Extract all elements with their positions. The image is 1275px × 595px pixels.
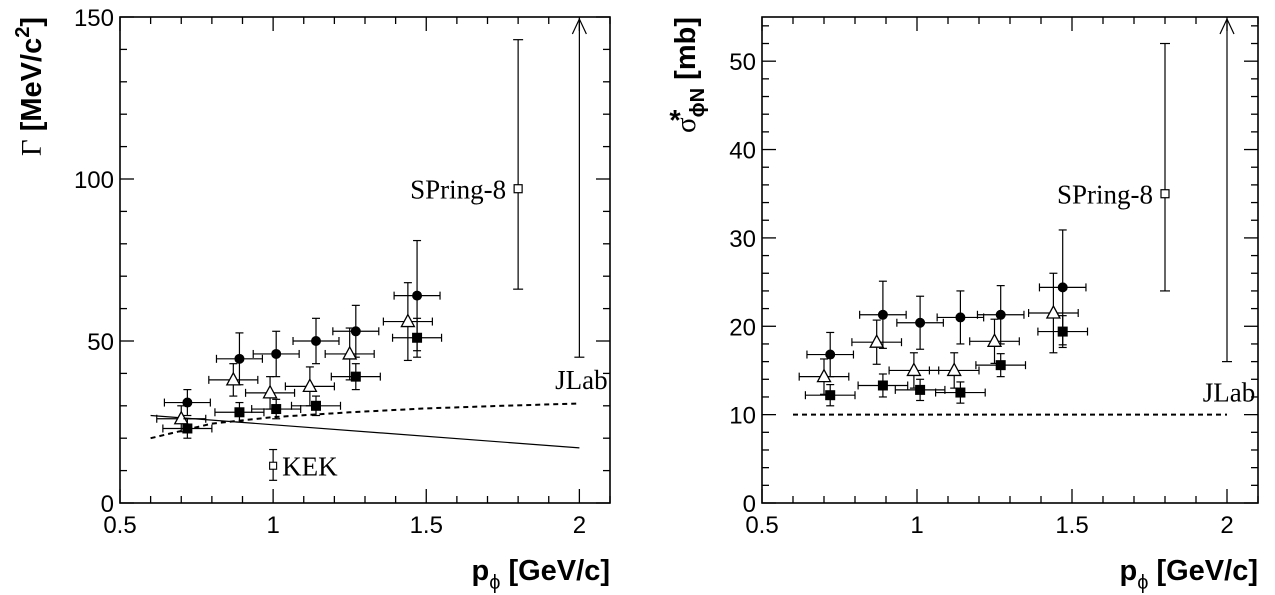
- jlab-label: JLab: [1203, 378, 1255, 408]
- x-axis-title-main: p: [1119, 555, 1137, 587]
- y-axis-title-rest: [MeV/c: [16, 38, 48, 140]
- jlab-arrow-head: [1219, 17, 1235, 35]
- plot-frame: [119, 16, 611, 504]
- square-marker: [412, 332, 423, 343]
- y-tick-label: 150: [74, 5, 114, 32]
- circle-marker: [877, 309, 888, 320]
- triangle-marker: [342, 345, 358, 360]
- y-tick-label: 100: [74, 167, 114, 194]
- triangle-marker: [816, 368, 832, 383]
- y-tick-label: 40: [729, 138, 756, 165]
- square-marker: [271, 404, 282, 415]
- x-axis-title-rest: [GeV/c]: [500, 555, 610, 587]
- y-axis-title-close: ]: [16, 17, 48, 27]
- plot-frame: [761, 16, 1259, 504]
- y-tick-label: 30: [729, 226, 756, 253]
- x-tick-label: 1: [266, 512, 279, 539]
- solid-curve: [150, 414, 580, 449]
- square-marker: [234, 407, 245, 418]
- circle-marker: [350, 326, 361, 337]
- circle-marker: [234, 353, 245, 364]
- x-axis-title: pϕ [GeV/c]: [1119, 555, 1258, 594]
- dashed-curve: [150, 402, 580, 440]
- y-axis-title-star: *: [669, 105, 681, 137]
- square-marker: [825, 390, 836, 401]
- y-axis-title: σϕN [mb]: [670, 17, 709, 133]
- x-axis-title: pϕ [GeV/c]: [471, 555, 610, 594]
- y-axis-title-main: σ: [670, 117, 702, 133]
- x-tick-label: 0.5: [103, 512, 136, 539]
- x-tick-label: 2: [1220, 512, 1233, 539]
- triangle-marker: [262, 384, 278, 399]
- x-tick-label: 2: [573, 512, 586, 539]
- y-axis-title: Γ [MeV/c2]: [12, 17, 48, 156]
- y-tick-label: 10: [729, 403, 756, 430]
- y-axis-title-main: Γ: [16, 139, 48, 156]
- jlab-label: JLab: [555, 365, 607, 395]
- triangle-marker: [302, 377, 318, 393]
- circle-marker: [311, 336, 321, 346]
- spring8-marker: [1160, 189, 1170, 199]
- y-axis-title-sub: ϕN: [687, 88, 709, 117]
- circle-marker: [182, 397, 193, 408]
- x-axis-title-main: p: [471, 555, 489, 587]
- kek-marker: [269, 461, 278, 470]
- x-axis-title-rest: [GeV/c]: [1148, 555, 1258, 587]
- jlab-arrow-head: [571, 17, 587, 35]
- triangle-marker: [173, 410, 189, 425]
- spring8-label: SPring-8: [410, 175, 506, 205]
- y-axis-title-sup: 2: [12, 27, 34, 38]
- circle-marker: [995, 309, 1006, 320]
- y-tick-label: 0: [743, 491, 756, 518]
- triangle-marker: [400, 313, 416, 328]
- circle-marker: [1057, 282, 1068, 293]
- circle-marker: [955, 312, 966, 323]
- triangle-marker: [906, 362, 922, 377]
- x-tick-label: 1: [910, 512, 923, 539]
- y-tick-label: 0: [101, 491, 114, 518]
- circle-marker: [915, 317, 926, 328]
- circle-marker: [825, 349, 836, 360]
- square-marker: [915, 384, 926, 395]
- circle-marker: [271, 348, 282, 359]
- square-marker: [350, 371, 361, 382]
- circle-marker: [412, 290, 423, 301]
- square-marker: [995, 360, 1006, 371]
- triangle-marker: [1045, 304, 1061, 319]
- spring8-label: SPring-8: [1057, 180, 1153, 210]
- x-tick-label: 1.5: [1055, 512, 1088, 539]
- y-tick-label: 50: [729, 49, 756, 76]
- x-axis-title-sub: ϕ: [489, 572, 500, 594]
- y-tick-label: 20: [729, 314, 756, 341]
- x-tick-label: 1.5: [410, 512, 443, 539]
- spring8-marker: [513, 184, 523, 194]
- square-marker: [955, 387, 966, 398]
- triangle-marker: [225, 371, 241, 386]
- y-axis-title-rest: [mb]: [670, 17, 702, 88]
- y-tick-label: 50: [87, 329, 114, 356]
- triangle-marker: [946, 362, 962, 377]
- square-marker: [182, 423, 193, 434]
- triangle-marker: [869, 333, 885, 348]
- x-tick-label: 0.5: [745, 512, 778, 539]
- square-marker: [311, 400, 321, 411]
- triangle-marker: [986, 332, 1003, 347]
- kek-label: KEK: [282, 452, 338, 482]
- x-axis-title-sub: ϕ: [1137, 572, 1148, 594]
- square-marker: [1057, 326, 1068, 337]
- square-marker: [877, 380, 888, 391]
